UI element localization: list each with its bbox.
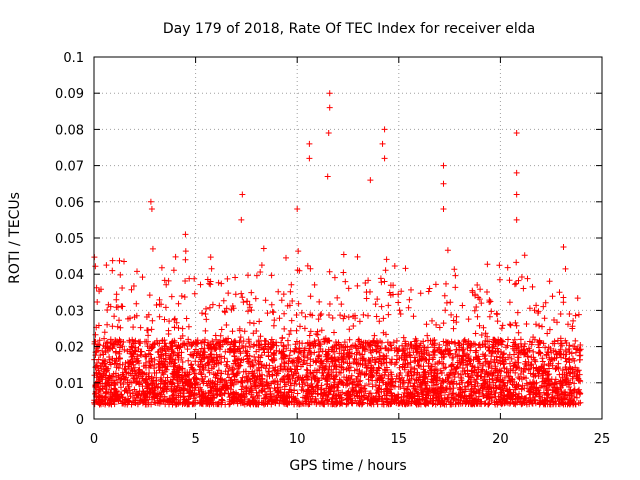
roti-highlight-point [326, 104, 333, 111]
roti-highlight-point [325, 130, 332, 137]
y-tick-label: 0.02 [55, 341, 84, 356]
roti-highlight-point [440, 206, 447, 213]
roti-highlight-point [326, 90, 333, 97]
roti-highlight-point [440, 180, 447, 187]
x-axis-title: GPS time / hours [289, 458, 406, 474]
roti-highlight-point [238, 216, 245, 223]
y-tick-label: 0.09 [55, 87, 84, 102]
roti-highlight-point [513, 216, 520, 223]
roti-highlight-point [306, 155, 313, 162]
roti-highlight-point [109, 267, 116, 274]
roti-highlight-point [182, 256, 189, 263]
x-tick-label: 15 [391, 432, 408, 447]
roti-highlight-point [306, 140, 313, 147]
y-tick-label: 0.07 [55, 160, 84, 175]
roti-point-cloud [91, 244, 584, 408]
y-tick-labels: 0 0.01 0.02 0.03 0.04 0.05 0.06 0.07 0.08 0.09 0.1 [55, 51, 84, 428]
x-tick-labels: 0 5 10 15 20 25 [90, 432, 610, 447]
data-points [91, 90, 584, 408]
y-tick-label: 0.05 [55, 232, 84, 247]
x-tick-label: 20 [492, 432, 509, 447]
y-tick-label: 0.04 [55, 268, 84, 283]
roti-highlight-point [513, 130, 520, 137]
y-tick-label: 0.03 [55, 304, 84, 319]
x-tick-label: 0 [90, 432, 98, 447]
y-tick-label: 0.01 [55, 377, 84, 392]
roti-highlight-point [440, 162, 447, 169]
y-tick-label: 0.06 [55, 196, 84, 211]
roti-highlight-point [381, 155, 388, 162]
roti-highlight-point [239, 191, 246, 198]
roti-highlight-point [147, 198, 154, 205]
roti-highlight-point [149, 245, 156, 252]
chart-title: Day 179 of 2018, Rate Of TEC Index for r… [163, 21, 535, 37]
roti-highlight-point [324, 173, 331, 180]
x-tick-label: 25 [594, 432, 611, 447]
y-tick-label: 0 [76, 413, 84, 428]
y-axis-title: ROTI / TECUs [7, 192, 23, 284]
x-tick-label: 5 [191, 432, 199, 447]
roti-highlight-point [513, 169, 520, 176]
y-tick-label: 0.08 [55, 123, 84, 138]
y-tick-label: 0.1 [63, 51, 84, 66]
roti-highlight-point [367, 177, 374, 184]
roti-highlight-point [379, 140, 386, 147]
x-tick-label: 10 [289, 432, 306, 447]
roti-highlight-point [381, 126, 388, 133]
roti-highlight-point [513, 191, 520, 198]
roti-highlight-point [148, 206, 155, 213]
roti-highlight-point [182, 231, 189, 238]
axis-ticks [93, 56, 603, 420]
roti-highlight-point [294, 206, 301, 213]
